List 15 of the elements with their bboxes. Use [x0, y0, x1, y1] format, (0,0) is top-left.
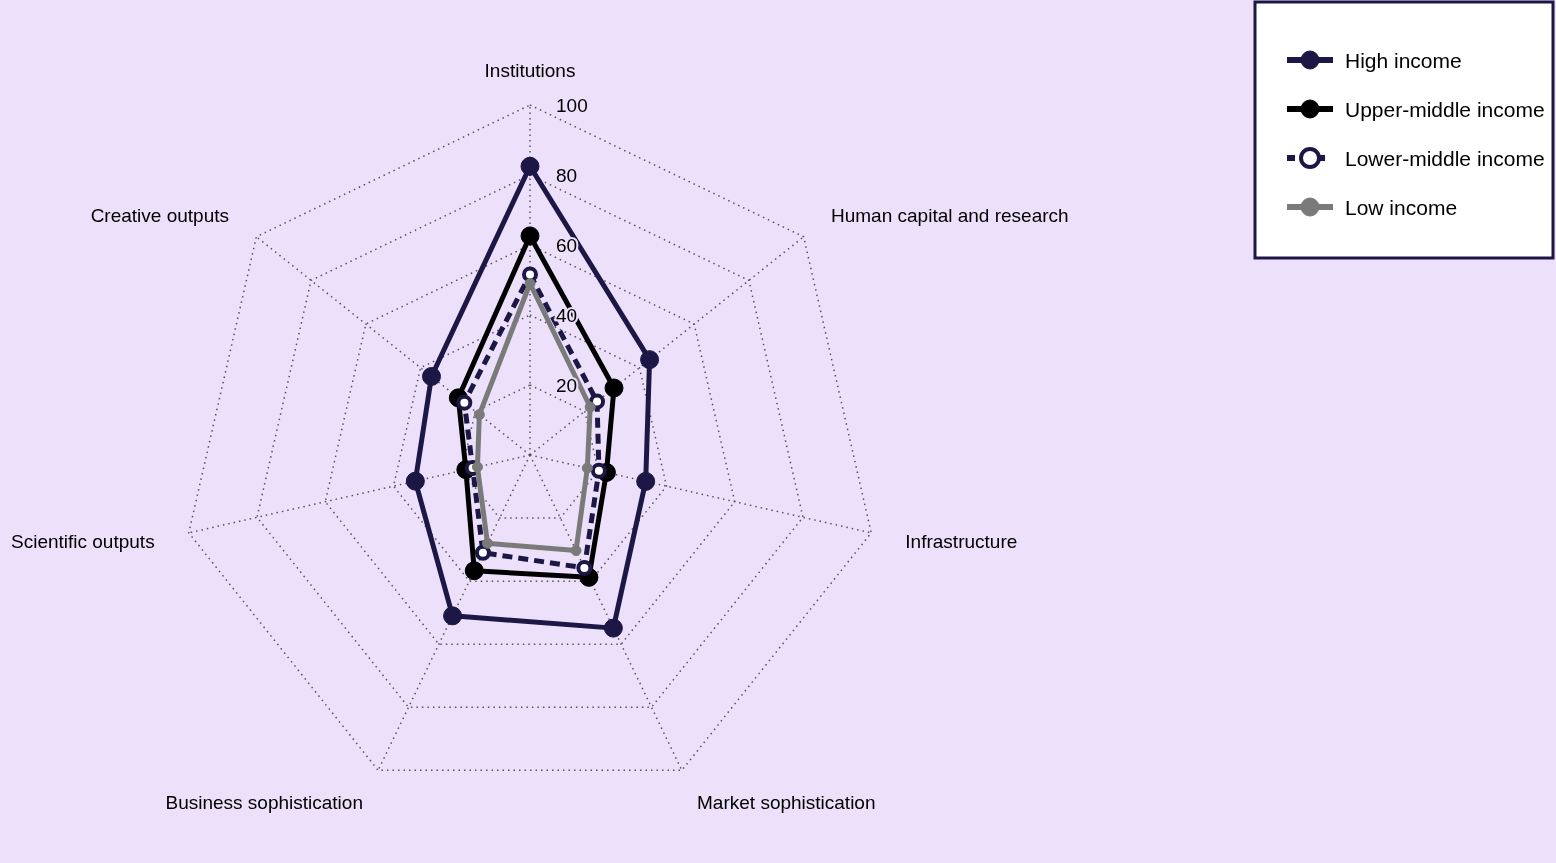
spoke-label: Human capital and research [831, 204, 1069, 226]
legend-label: Low income [1345, 196, 1458, 219]
y-tick-label: 100 [556, 95, 588, 116]
spoke-label: Infrastructure [905, 530, 1018, 552]
spoke-label: Creative outputs [90, 204, 229, 226]
y-tick-label: 80 [556, 165, 578, 186]
spoke-label: Business sophistication [165, 791, 363, 813]
spoke-label: Market sophistication [697, 791, 876, 813]
spoke-label: Institutions [484, 60, 576, 81]
legend-label: Upper-middle income [1345, 98, 1545, 121]
legend-label: Lower-middle income [1345, 147, 1545, 170]
legend-label: High income [1345, 49, 1462, 72]
y-tick-label: 20 [556, 375, 578, 396]
y-tick-label: 60 [556, 235, 578, 256]
spoke-label: Scientific outputs [11, 530, 155, 552]
